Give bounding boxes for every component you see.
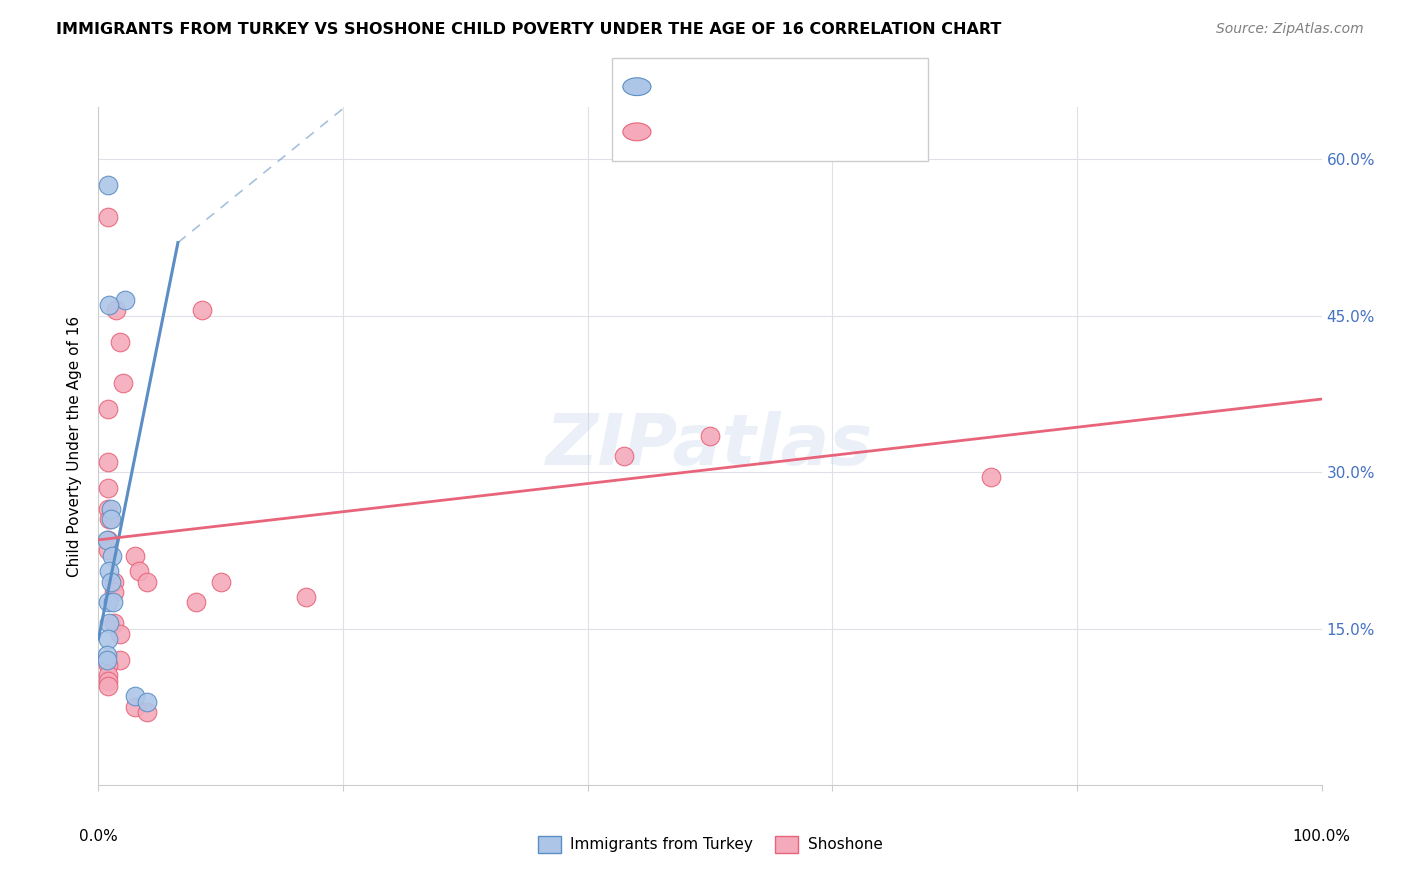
Text: 0.286: 0.286 bbox=[703, 124, 751, 139]
Point bbox=[98, 564, 121, 578]
Point bbox=[613, 450, 636, 464]
Text: 100.0%: 100.0% bbox=[1292, 829, 1351, 844]
Point bbox=[128, 564, 150, 578]
Point bbox=[101, 549, 124, 563]
Text: R =: R = bbox=[661, 79, 695, 95]
Point bbox=[136, 574, 159, 589]
Point bbox=[96, 653, 118, 667]
Text: N =: N = bbox=[752, 124, 800, 139]
Point bbox=[97, 595, 120, 609]
Point bbox=[114, 293, 136, 307]
Point bbox=[124, 549, 146, 563]
Point bbox=[97, 210, 120, 224]
Text: Source: ZipAtlas.com: Source: ZipAtlas.com bbox=[1216, 22, 1364, 37]
Point bbox=[97, 481, 120, 495]
Point bbox=[98, 298, 121, 312]
Text: 16: 16 bbox=[815, 79, 837, 95]
Point bbox=[97, 632, 120, 646]
Point bbox=[136, 694, 159, 708]
Point bbox=[110, 334, 132, 349]
Point bbox=[980, 470, 1002, 484]
Text: 0.256: 0.256 bbox=[703, 79, 751, 95]
Point bbox=[96, 533, 118, 547]
Text: 0.0%: 0.0% bbox=[79, 829, 118, 844]
Point bbox=[111, 376, 134, 391]
Point bbox=[110, 626, 132, 640]
Point bbox=[100, 512, 122, 526]
Point bbox=[124, 699, 146, 714]
Text: 32: 32 bbox=[815, 124, 837, 139]
Point bbox=[97, 679, 120, 693]
Legend: Immigrants from Turkey, Shoshone: Immigrants from Turkey, Shoshone bbox=[531, 830, 889, 859]
Point bbox=[97, 533, 120, 547]
Point bbox=[97, 673, 120, 688]
Point bbox=[136, 705, 159, 719]
Point bbox=[209, 574, 232, 589]
Text: ZIPatlas: ZIPatlas bbox=[547, 411, 873, 481]
Point bbox=[97, 455, 120, 469]
Point bbox=[191, 303, 214, 318]
Y-axis label: Child Poverty Under the Age of 16: Child Poverty Under the Age of 16 bbox=[67, 316, 83, 576]
Point bbox=[699, 428, 721, 442]
Point bbox=[103, 585, 125, 599]
Point bbox=[98, 512, 121, 526]
Point bbox=[98, 616, 121, 631]
Point bbox=[104, 303, 127, 318]
Point bbox=[101, 595, 124, 609]
Point bbox=[97, 178, 120, 193]
Point bbox=[100, 501, 122, 516]
Point bbox=[97, 668, 120, 682]
Text: R =: R = bbox=[661, 124, 695, 139]
Point bbox=[103, 574, 125, 589]
Point bbox=[124, 690, 146, 704]
Point bbox=[103, 616, 125, 631]
Point bbox=[97, 402, 120, 417]
Point bbox=[110, 653, 132, 667]
Point bbox=[100, 574, 122, 589]
Point bbox=[295, 591, 318, 605]
Point bbox=[97, 658, 120, 673]
Text: N =: N = bbox=[752, 79, 800, 95]
Point bbox=[97, 501, 120, 516]
Point bbox=[97, 543, 120, 558]
Text: IMMIGRANTS FROM TURKEY VS SHOSHONE CHILD POVERTY UNDER THE AGE OF 16 CORRELATION: IMMIGRANTS FROM TURKEY VS SHOSHONE CHILD… bbox=[56, 22, 1001, 37]
Point bbox=[186, 595, 208, 609]
Point bbox=[96, 648, 118, 662]
